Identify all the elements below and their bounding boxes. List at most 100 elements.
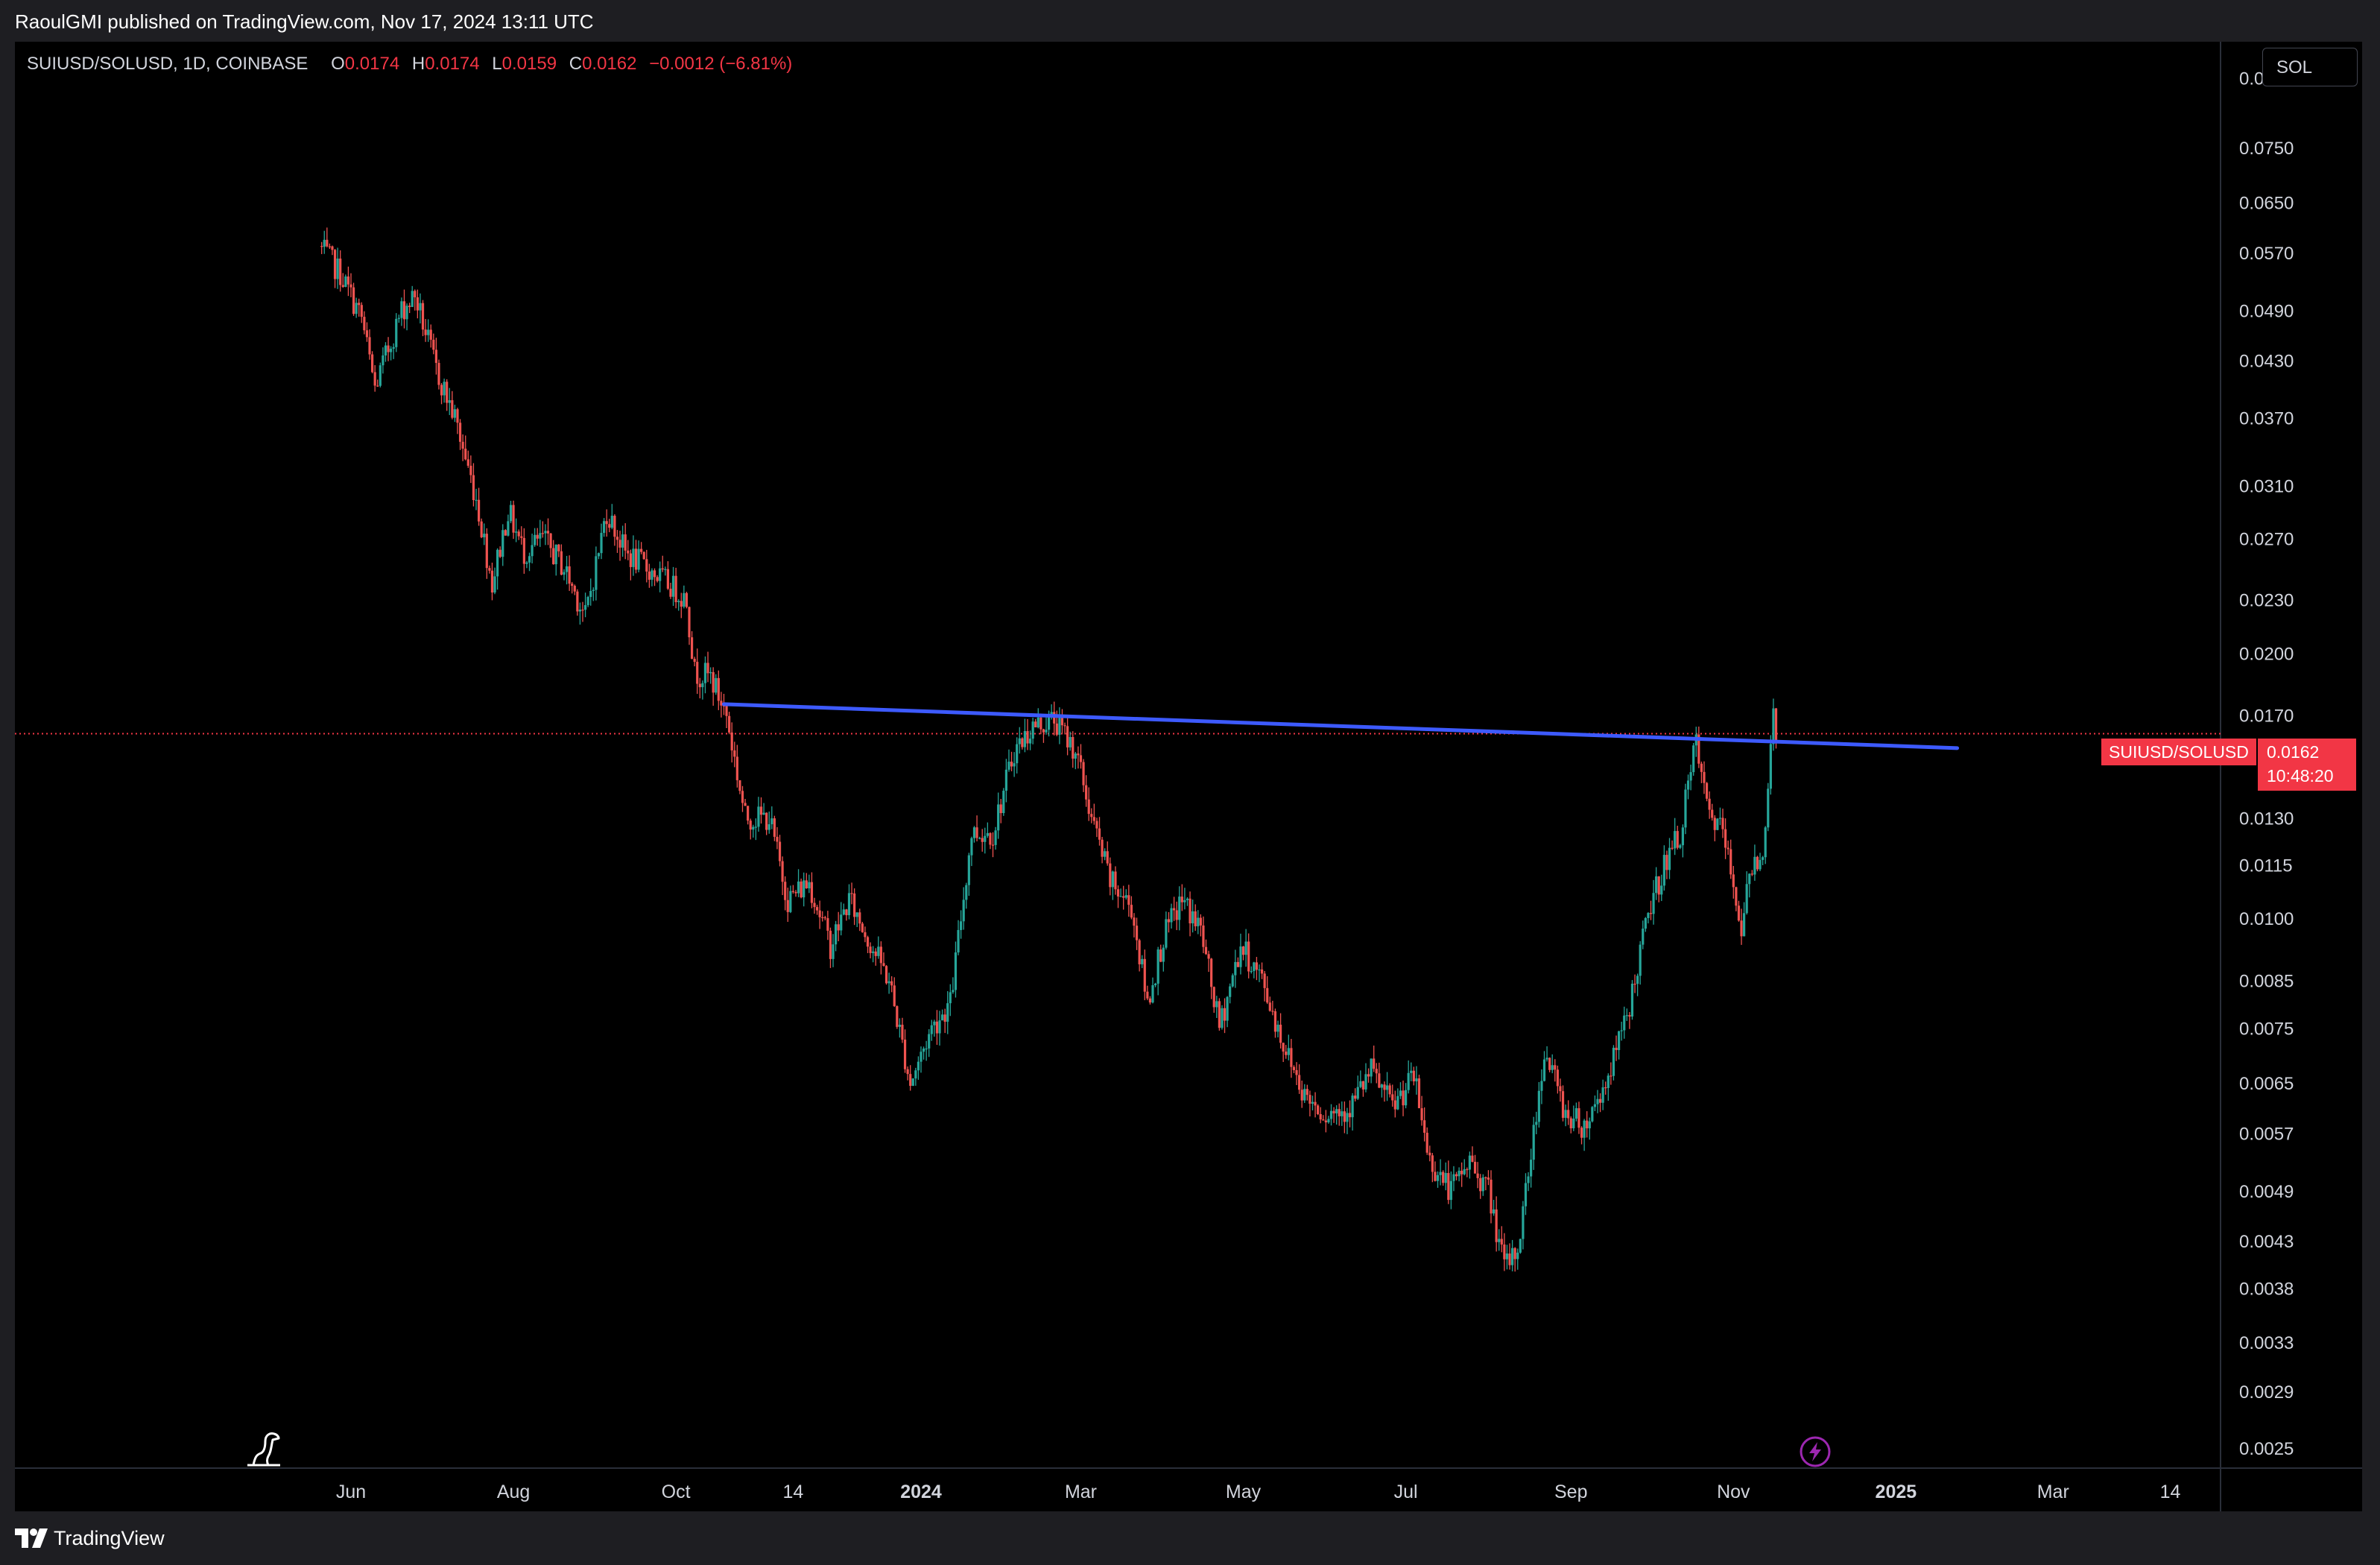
candle-body bbox=[618, 540, 621, 548]
candle-body bbox=[715, 677, 718, 693]
candle-body bbox=[1247, 941, 1250, 972]
candle-body bbox=[1727, 847, 1729, 850]
candle-body bbox=[666, 569, 669, 589]
candle-body bbox=[1183, 900, 1186, 902]
candle-body bbox=[557, 544, 560, 551]
candle-body bbox=[877, 946, 880, 956]
candle-body bbox=[874, 951, 877, 956]
candle-body bbox=[437, 362, 440, 385]
candle-body bbox=[483, 534, 486, 537]
symbol-label[interactable]: SUIUSD/SOLUSD, 1D, COINBASE bbox=[27, 54, 308, 74]
candle-body bbox=[896, 1006, 899, 1027]
trendline[interactable] bbox=[721, 702, 1960, 750]
candle-body bbox=[525, 562, 528, 564]
candle-body bbox=[1417, 1078, 1421, 1109]
candle-body bbox=[879, 946, 882, 964]
open-value: 0.0174 bbox=[344, 54, 400, 74]
candle-body bbox=[1146, 991, 1149, 999]
candle-body bbox=[1153, 983, 1157, 986]
candle-body bbox=[344, 276, 347, 287]
candle-body bbox=[962, 900, 965, 922]
candle-body bbox=[906, 1069, 909, 1075]
candle-body bbox=[1527, 1176, 1530, 1183]
candle-body bbox=[1295, 1069, 1298, 1075]
candle-body bbox=[1625, 1015, 1628, 1017]
candle-body bbox=[642, 551, 645, 560]
candle-body bbox=[1346, 1113, 1349, 1122]
candle-body bbox=[1750, 873, 1753, 875]
candle-body bbox=[933, 1021, 936, 1025]
candle-body bbox=[339, 258, 342, 285]
chart-area[interactable]: 0.09000.07500.06500.05700.04900.04300.03… bbox=[15, 42, 2362, 1511]
candle-body bbox=[1063, 725, 1066, 727]
lightning-bolt-icon[interactable] bbox=[1799, 1435, 1832, 1472]
candle-body bbox=[1617, 1031, 1621, 1051]
candle-body bbox=[376, 385, 379, 387]
x-tick-label: Jun bbox=[336, 1482, 366, 1502]
candle-body bbox=[379, 365, 382, 386]
candle-body bbox=[608, 524, 611, 528]
tradingview-logo[interactable]: TradingView bbox=[15, 1525, 165, 1552]
candle-body bbox=[1615, 1047, 1618, 1051]
candle-body bbox=[1711, 809, 1714, 818]
candle-body bbox=[1774, 708, 1778, 741]
candle-body bbox=[1724, 829, 1727, 848]
x-tick-label: Mar bbox=[2037, 1482, 2069, 1502]
low-label: L bbox=[492, 54, 502, 74]
candle-body bbox=[759, 806, 763, 815]
candle-body bbox=[1407, 1072, 1410, 1090]
candle-body bbox=[800, 881, 803, 898]
y-tick-label: 0.0570 bbox=[2239, 244, 2294, 264]
candle-body bbox=[821, 917, 824, 918]
candle-body bbox=[1199, 917, 1202, 926]
candle-body bbox=[1218, 1001, 1221, 1028]
candle-body bbox=[1700, 763, 1703, 772]
candle-body bbox=[368, 337, 371, 355]
candle-body bbox=[1111, 871, 1114, 888]
candle-body bbox=[1452, 1174, 1455, 1181]
candle-body bbox=[1007, 762, 1010, 770]
candle-body bbox=[965, 885, 968, 900]
candle-body bbox=[805, 880, 808, 888]
candle-body bbox=[1505, 1253, 1509, 1259]
candle-body bbox=[861, 923, 864, 932]
candle-body bbox=[744, 803, 747, 806]
candle-body bbox=[352, 287, 355, 314]
candle-body bbox=[346, 276, 350, 285]
candle-body bbox=[1753, 856, 1756, 875]
top-bar: RaoulGMI published on TradingView.com, N… bbox=[0, 0, 2380, 42]
candle-body bbox=[1391, 1094, 1394, 1101]
candle-body bbox=[1652, 893, 1655, 914]
candle-body bbox=[765, 812, 768, 830]
candle-body bbox=[920, 1052, 922, 1062]
candle-body bbox=[789, 891, 792, 912]
candle-body bbox=[1399, 1090, 1402, 1096]
candle-body bbox=[1276, 1024, 1279, 1032]
candle-body bbox=[539, 533, 542, 539]
candle-body bbox=[1574, 1108, 1577, 1119]
candle-body bbox=[1439, 1172, 1442, 1175]
candle-body bbox=[1583, 1120, 1586, 1138]
candle-body bbox=[898, 1025, 902, 1027]
candle-body bbox=[1130, 905, 1133, 918]
candle-body bbox=[1343, 1111, 1346, 1122]
candle-body bbox=[1156, 949, 1159, 984]
candle-body bbox=[458, 423, 462, 442]
currency-button[interactable]: SOL bbox=[2262, 48, 2358, 86]
candle-body bbox=[1322, 1119, 1325, 1121]
candle-body bbox=[1530, 1160, 1533, 1177]
candle-body bbox=[1542, 1059, 1546, 1081]
price-chart[interactable]: 0.09000.07500.06500.05700.04900.04300.03… bbox=[15, 42, 2362, 1511]
candle-body bbox=[1373, 1058, 1376, 1069]
candle-body bbox=[1561, 1091, 1565, 1118]
candle-body bbox=[794, 891, 797, 894]
candle-body bbox=[1708, 798, 1711, 810]
candle-body bbox=[414, 291, 417, 297]
y-tick-label: 0.0029 bbox=[2239, 1382, 2294, 1403]
ohlc-legend: SUIUSD/SOLUSD, 1D, COINBASE O0.0174 H0.0… bbox=[27, 54, 792, 75]
candle-body bbox=[1769, 744, 1772, 789]
candle-body bbox=[762, 812, 765, 815]
candle-body bbox=[1055, 723, 1058, 735]
y-tick-label: 0.0049 bbox=[2239, 1182, 2294, 1202]
candle-body bbox=[1292, 1066, 1296, 1070]
